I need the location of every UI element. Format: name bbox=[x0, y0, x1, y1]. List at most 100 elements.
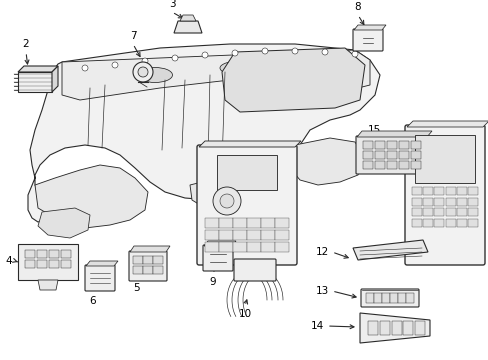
Bar bbox=[397, 293, 405, 303]
FancyBboxPatch shape bbox=[129, 251, 167, 281]
Circle shape bbox=[262, 48, 267, 54]
Polygon shape bbox=[52, 66, 58, 92]
Bar bbox=[422, 208, 432, 216]
Bar bbox=[433, 208, 444, 216]
Bar bbox=[445, 208, 455, 216]
Bar bbox=[374, 141, 384, 149]
Bar bbox=[386, 141, 396, 149]
Bar bbox=[433, 219, 444, 227]
Polygon shape bbox=[18, 244, 78, 280]
Bar bbox=[433, 198, 444, 206]
Text: 13: 13 bbox=[315, 286, 328, 296]
Bar bbox=[456, 198, 466, 206]
Polygon shape bbox=[130, 246, 170, 252]
Polygon shape bbox=[18, 72, 52, 92]
Bar bbox=[374, 151, 384, 159]
Bar bbox=[219, 242, 232, 252]
Bar bbox=[411, 187, 421, 195]
Circle shape bbox=[138, 67, 148, 77]
Text: 5: 5 bbox=[133, 283, 140, 293]
Bar bbox=[25, 250, 35, 258]
Bar bbox=[142, 256, 153, 264]
Bar bbox=[467, 219, 477, 227]
Bar bbox=[414, 135, 474, 183]
Bar bbox=[398, 141, 408, 149]
Text: 4: 4 bbox=[5, 256, 12, 266]
Bar bbox=[456, 219, 466, 227]
Bar bbox=[219, 230, 232, 240]
Bar bbox=[410, 151, 420, 159]
Bar bbox=[217, 155, 276, 190]
FancyBboxPatch shape bbox=[85, 265, 115, 291]
Bar bbox=[367, 321, 377, 335]
Polygon shape bbox=[86, 261, 118, 266]
Bar bbox=[422, 187, 432, 195]
Bar bbox=[219, 218, 232, 228]
Bar bbox=[391, 321, 401, 335]
Bar bbox=[61, 250, 71, 258]
Text: 11: 11 bbox=[425, 135, 438, 145]
Bar bbox=[362, 151, 372, 159]
Polygon shape bbox=[174, 21, 202, 33]
Bar bbox=[374, 161, 384, 169]
Polygon shape bbox=[289, 138, 364, 185]
Polygon shape bbox=[35, 165, 148, 228]
Bar bbox=[386, 161, 396, 169]
Circle shape bbox=[82, 65, 88, 71]
Polygon shape bbox=[38, 280, 58, 290]
Ellipse shape bbox=[137, 68, 172, 82]
Bar bbox=[133, 256, 142, 264]
Polygon shape bbox=[38, 208, 90, 238]
Bar bbox=[411, 198, 421, 206]
Text: 1: 1 bbox=[251, 242, 258, 252]
Bar bbox=[365, 293, 373, 303]
Text: 2: 2 bbox=[22, 39, 29, 49]
Bar bbox=[153, 256, 163, 264]
Bar bbox=[261, 230, 274, 240]
Circle shape bbox=[172, 55, 178, 61]
Circle shape bbox=[142, 58, 148, 64]
Polygon shape bbox=[18, 66, 58, 72]
Bar bbox=[411, 208, 421, 216]
Polygon shape bbox=[406, 121, 488, 127]
Bar bbox=[261, 242, 274, 252]
Circle shape bbox=[112, 62, 118, 68]
FancyBboxPatch shape bbox=[360, 289, 418, 307]
Text: 7: 7 bbox=[129, 31, 136, 41]
Bar bbox=[405, 293, 413, 303]
Text: 14: 14 bbox=[310, 321, 324, 331]
Bar bbox=[274, 230, 288, 240]
Circle shape bbox=[133, 62, 153, 82]
Bar bbox=[422, 198, 432, 206]
Text: 9: 9 bbox=[209, 277, 216, 287]
Circle shape bbox=[213, 187, 241, 215]
Bar bbox=[246, 218, 261, 228]
Bar bbox=[204, 218, 219, 228]
Bar bbox=[410, 141, 420, 149]
Bar bbox=[49, 260, 59, 268]
Bar bbox=[386, 151, 396, 159]
Bar bbox=[246, 230, 261, 240]
Bar bbox=[456, 208, 466, 216]
Bar bbox=[467, 198, 477, 206]
Bar bbox=[373, 293, 381, 303]
FancyBboxPatch shape bbox=[404, 125, 484, 265]
Polygon shape bbox=[353, 25, 385, 30]
Bar bbox=[25, 260, 35, 268]
Text: 15: 15 bbox=[366, 125, 380, 135]
Polygon shape bbox=[180, 15, 196, 21]
Bar bbox=[467, 208, 477, 216]
Text: 6: 6 bbox=[89, 296, 96, 306]
FancyBboxPatch shape bbox=[197, 145, 296, 265]
Bar bbox=[398, 161, 408, 169]
Bar bbox=[153, 266, 163, 274]
Text: 12: 12 bbox=[315, 247, 328, 257]
Bar bbox=[362, 141, 372, 149]
Bar bbox=[142, 266, 153, 274]
Bar bbox=[274, 242, 288, 252]
Bar bbox=[445, 198, 455, 206]
Bar bbox=[362, 161, 372, 169]
Polygon shape bbox=[62, 50, 369, 100]
Bar bbox=[246, 242, 261, 252]
Bar bbox=[398, 151, 408, 159]
